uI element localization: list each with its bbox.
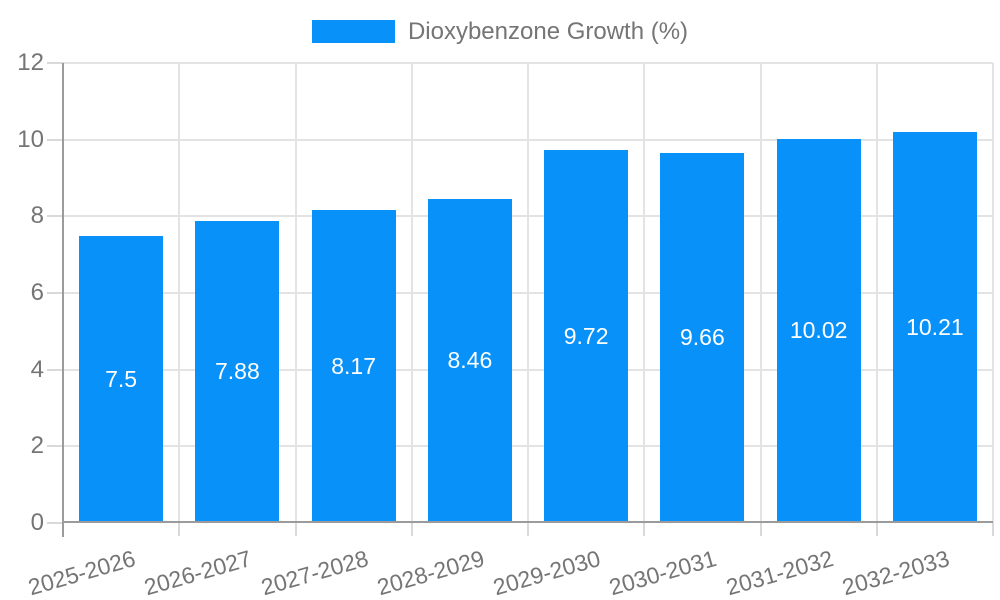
gridline-vertical [643,63,646,523]
bar-value-label: 10.21 [906,313,964,340]
x-axis-label: 2030-2031 [606,545,720,600]
y-axis-tick [47,445,63,448]
gridline-vertical [178,63,181,523]
gridline-vertical [992,63,994,523]
legend-swatch [311,20,395,43]
y-axis-label: 10 [17,125,44,153]
bar[interactable]: 10.02 [776,138,861,523]
gridline-vertical [410,63,413,523]
bar[interactable]: 8.46 [427,198,512,523]
y-axis-tick [47,368,63,371]
x-axis-tick [294,523,297,536]
x-axis-tick [643,523,646,536]
x-axis-tick [178,523,181,536]
bar-value-label: 7.5 [105,365,138,392]
bar[interactable]: 7.88 [195,220,280,523]
bar[interactable]: 8.17 [311,209,396,523]
x-axis-tick [992,523,994,536]
x-axis-label: 2026-2027 [141,545,255,600]
bar-value-label: 10.02 [789,317,848,344]
x-axis-line [63,521,993,523]
y-axis-label: 8 [30,202,44,230]
x-axis-label: 2027-2028 [257,545,371,600]
y-axis-line [62,63,64,537]
bar[interactable]: 10.21 [892,131,977,523]
x-axis-label: 2029-2030 [490,545,604,600]
gridline-vertical [759,63,762,523]
x-axis-label: 2031-2032 [722,545,836,600]
y-axis-tick [47,292,63,294]
y-axis-tick [47,522,63,524]
y-axis-label: 4 [30,355,44,383]
bar-value-label: 8.17 [331,352,376,379]
x-axis-label: 2028-2029 [374,545,488,600]
x-axis-label: 2025-2026 [25,545,139,600]
y-axis-tick [47,215,63,218]
x-axis-tick [759,523,762,536]
bar-value-label: 9.66 [679,324,725,351]
bar[interactable]: 9.66 [660,152,745,523]
legend[interactable]: Dioxybenzone Growth (%) [0,19,1000,44]
y-axis-tick [47,62,63,64]
gridline-vertical [875,63,878,523]
y-axis-label: 0 [30,509,44,536]
y-axis-label: 2 [30,432,44,460]
bar-value-label: 8.46 [447,347,493,374]
legend-label: Dioxybenzone Growth (%) [407,18,689,45]
x-axis-tick [875,523,878,536]
y-axis-tick [47,138,63,141]
gridline-vertical [294,63,297,523]
y-axis-label: 12 [17,49,44,76]
x-axis-tick [527,523,529,536]
x-axis-label: 2032-2033 [839,545,953,600]
bar-value-label: 7.88 [214,358,260,385]
bar[interactable]: 7.5 [79,235,164,523]
x-axis-tick [410,523,413,536]
gridline-vertical [527,63,529,523]
bar[interactable]: 9.72 [544,150,629,523]
bar-value-label: 9.72 [563,323,609,350]
y-axis-label: 6 [30,279,44,306]
